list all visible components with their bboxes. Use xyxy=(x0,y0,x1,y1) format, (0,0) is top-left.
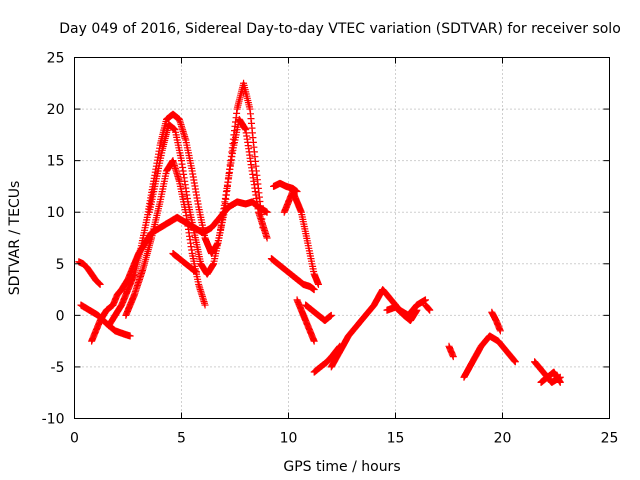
y-tick-label: 15 xyxy=(47,154,65,170)
series-arc-13 xyxy=(302,301,335,325)
series-markers xyxy=(328,286,429,370)
series-arc-17 xyxy=(445,342,457,361)
y-axis-label: SDTVAR / TECUs xyxy=(7,181,23,296)
series-arc-8 xyxy=(267,255,318,294)
x-axis-label: GPS time / hours xyxy=(283,459,400,475)
series-markers xyxy=(488,309,504,333)
series-markers xyxy=(383,303,420,324)
series-markers xyxy=(281,189,322,287)
series-arc-5 xyxy=(145,115,271,278)
y-tick-label: -5 xyxy=(51,360,65,376)
series-markers xyxy=(146,116,271,277)
series-arc-2 xyxy=(77,301,134,340)
y-tick-label: -10 xyxy=(42,412,65,428)
y-tick-label: 20 xyxy=(47,102,65,118)
axis-ticks xyxy=(74,57,610,419)
y-tick-label: 5 xyxy=(56,257,65,273)
series-arc-19 xyxy=(488,308,504,335)
y-tick-labels: -10 -5 0 5 10 15 20 25 xyxy=(42,51,65,428)
x-tick-label: 0 xyxy=(70,431,79,447)
y-tick-label: 10 xyxy=(47,205,65,221)
series-markers xyxy=(270,180,301,195)
x-tick-label: 25 xyxy=(601,431,619,447)
x-tick-labels: 0 5 10 15 20 25 xyxy=(70,431,618,447)
series-arc-14 xyxy=(327,286,429,371)
x-tick-label: 5 xyxy=(177,431,186,447)
series-markers xyxy=(446,344,457,359)
y-tick-label: 25 xyxy=(47,51,65,67)
series-arc-16 xyxy=(421,301,434,314)
chart-title: Day 049 of 2016, Sidereal Day-to-day VTE… xyxy=(59,21,621,37)
x-tick-label: 20 xyxy=(494,431,512,447)
series-markers xyxy=(169,250,200,276)
series-arc-3 xyxy=(88,198,271,345)
series-markers xyxy=(268,255,318,293)
plot-frame xyxy=(74,57,610,419)
series-markers xyxy=(461,332,519,380)
series-markers xyxy=(302,302,335,324)
series-markers xyxy=(75,258,104,288)
series-arc-11 xyxy=(293,296,318,345)
x-tick-label: 15 xyxy=(387,431,405,447)
series-markers xyxy=(538,369,564,386)
series-arc-21 xyxy=(537,368,564,386)
series-arc-18 xyxy=(460,332,519,381)
series-markers xyxy=(294,297,318,344)
grid xyxy=(74,57,610,419)
series-markers xyxy=(422,302,433,314)
x-tick-label: 10 xyxy=(280,431,298,447)
series-arc-7 xyxy=(169,249,200,276)
series-arc-1 xyxy=(75,258,104,288)
series-arc-10 xyxy=(280,188,322,288)
series-arc-15 xyxy=(383,303,421,325)
data-points xyxy=(75,79,564,386)
series-markers xyxy=(88,198,271,344)
y-tick-label: 0 xyxy=(56,308,65,324)
